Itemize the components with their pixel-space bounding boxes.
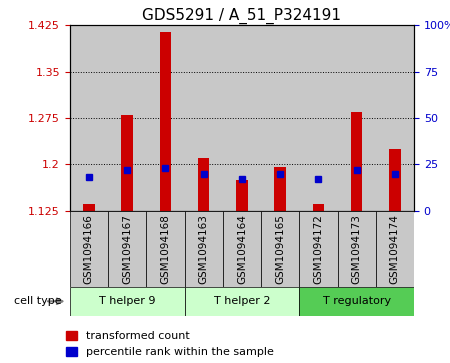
Bar (261, 25, 299, 211)
Bar (351, 112, 362, 211)
Bar (299, 211, 338, 287)
Text: T helper 9: T helper 9 (99, 296, 155, 306)
Bar (274, 167, 286, 211)
Bar (198, 158, 209, 211)
Bar (146, 211, 184, 287)
Text: GSM1094164: GSM1094164 (237, 214, 247, 284)
Bar (83, 204, 94, 211)
Bar (160, 32, 171, 211)
Bar (299, 287, 414, 316)
Bar (184, 211, 223, 287)
Bar (122, 115, 133, 211)
Bar (376, 25, 414, 211)
Bar (338, 211, 376, 287)
Text: GSM1094166: GSM1094166 (84, 214, 94, 284)
Bar (184, 25, 223, 211)
Text: T regulatory: T regulatory (323, 296, 391, 306)
Text: GSM1094165: GSM1094165 (275, 214, 285, 284)
Bar (338, 25, 376, 211)
Bar (261, 211, 299, 287)
Text: GSM1094168: GSM1094168 (160, 214, 171, 284)
Title: GDS5291 / A_51_P324191: GDS5291 / A_51_P324191 (142, 8, 342, 24)
Bar (70, 287, 184, 316)
Text: cell type: cell type (14, 296, 65, 306)
Text: GSM1094172: GSM1094172 (313, 214, 324, 284)
Bar (184, 287, 299, 316)
Bar (108, 25, 146, 211)
Bar (299, 25, 338, 211)
Bar (223, 211, 261, 287)
Bar (313, 204, 324, 211)
Text: GSM1094167: GSM1094167 (122, 214, 132, 284)
Bar (70, 211, 108, 287)
Bar (389, 149, 400, 211)
Text: GSM1094173: GSM1094173 (351, 214, 362, 284)
Legend: transformed count, percentile rank within the sample: transformed count, percentile rank withi… (66, 331, 274, 358)
Text: GSM1094163: GSM1094163 (198, 214, 209, 284)
Bar (223, 25, 261, 211)
Bar (108, 211, 146, 287)
Text: GSM1094174: GSM1094174 (390, 214, 400, 284)
Bar (236, 180, 248, 211)
Bar (376, 211, 414, 287)
Bar (70, 25, 108, 211)
Text: T helper 2: T helper 2 (214, 296, 270, 306)
Bar (146, 25, 184, 211)
